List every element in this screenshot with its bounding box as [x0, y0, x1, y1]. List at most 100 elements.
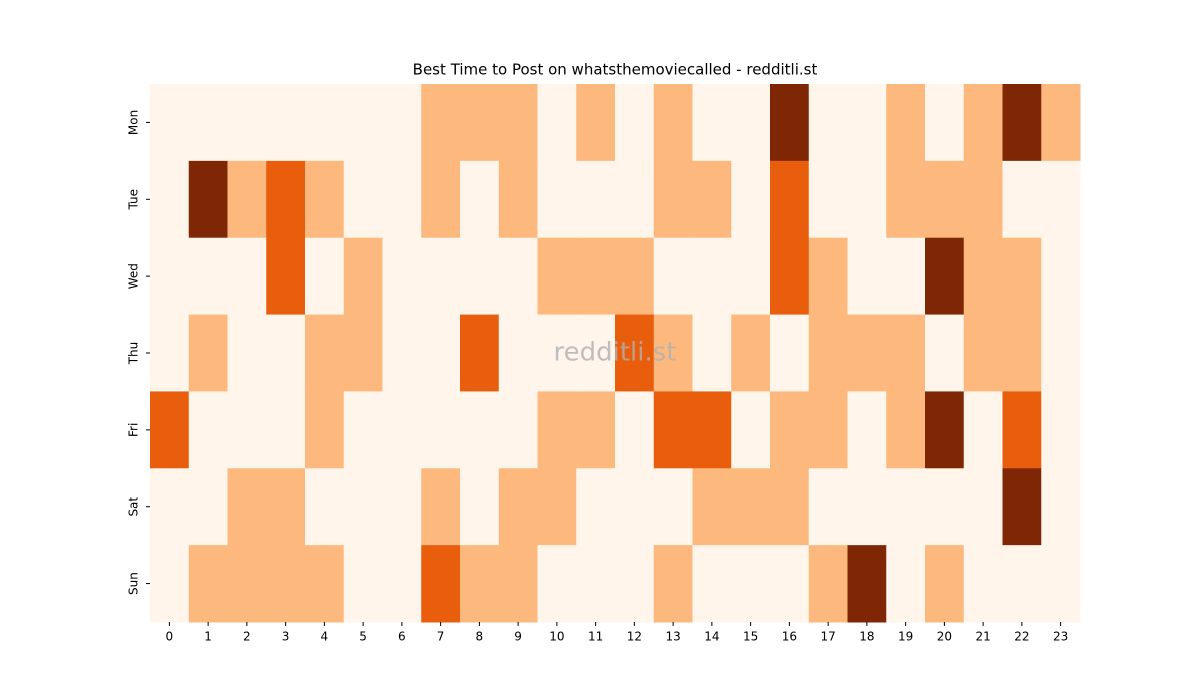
heat-cell: [382, 391, 422, 469]
heat-cell: [382, 468, 422, 546]
y-tick-label: Thu: [127, 342, 141, 366]
heat-cell: [808, 314, 848, 392]
heat-cell: [227, 391, 267, 469]
heat-cell: [305, 237, 345, 316]
heat-cell: [886, 160, 926, 239]
x-tick-label: 0: [166, 630, 174, 644]
heat-cell: [1041, 160, 1081, 239]
heat-cell: [498, 314, 538, 392]
heat-cell: [886, 391, 926, 469]
x-tick-label: 17: [820, 630, 835, 644]
heat-cell: [498, 160, 538, 239]
heat-cell: [770, 160, 810, 239]
heat-cell: [808, 160, 848, 239]
heat-cell: [266, 84, 306, 162]
heat-cell: [150, 160, 190, 239]
heat-cell: [460, 391, 500, 469]
heat-cell: [1002, 84, 1042, 162]
y-tick-label: Mon: [127, 110, 141, 135]
heat-cell: [653, 545, 693, 623]
heat-cell: [731, 545, 771, 623]
x-tick-label: 20: [937, 630, 952, 644]
heat-cell: [498, 237, 538, 316]
y-tick-label: Sat: [127, 497, 141, 517]
heat-cell: [1041, 468, 1081, 546]
heat-cell: [188, 237, 228, 316]
x-tick-label: 15: [743, 630, 758, 644]
heat-cell: [227, 468, 267, 546]
heat-cell: [692, 314, 732, 392]
x-tick-label: 16: [782, 630, 797, 644]
heat-cell: [266, 314, 306, 392]
heat-cell: [653, 314, 693, 392]
heat-cell: [460, 160, 500, 239]
x-tick-label: 12: [627, 630, 642, 644]
heat-cell: [537, 160, 577, 239]
heat-cell: [925, 314, 965, 392]
heat-cell: [266, 160, 306, 239]
heat-cell: [421, 468, 461, 546]
heat-cell: [266, 391, 306, 469]
x-tick-label: 3: [282, 630, 290, 644]
heat-cell: [498, 391, 538, 469]
heat-cell: [925, 84, 965, 162]
y-tick-label: Fri: [127, 423, 141, 437]
heat-cell: [1041, 237, 1081, 316]
heat-cell: [653, 468, 693, 546]
heat-cell: [615, 468, 655, 546]
heat-cell: [460, 545, 500, 623]
heat-cell: [770, 468, 810, 546]
heat-cell: [963, 160, 1003, 239]
heat-cell: [1002, 160, 1042, 239]
heat-cell: [421, 545, 461, 623]
heat-cell: [653, 237, 693, 316]
heat-cell: [382, 314, 422, 392]
heat-cell: [731, 468, 771, 546]
heat-cell: [421, 391, 461, 469]
heat-cell: [1002, 391, 1042, 469]
x-tick-label: 5: [359, 630, 367, 644]
heat-cell: [847, 160, 887, 239]
heat-cell: [925, 237, 965, 316]
heat-cell: [305, 468, 345, 546]
x-tick-label: 4: [321, 630, 329, 644]
heat-cell: [537, 391, 577, 469]
heat-cell: [963, 391, 1003, 469]
heat-cell: [653, 84, 693, 162]
heat-cell: [188, 468, 228, 546]
heat-cell: [576, 391, 616, 469]
heat-cell: [305, 545, 345, 623]
heat-cell: [615, 545, 655, 623]
heat-cell: [653, 391, 693, 469]
heat-cell: [498, 545, 538, 623]
heat-cell: [421, 160, 461, 239]
heat-cell: [615, 160, 655, 239]
heat-cell: [847, 545, 887, 623]
heat-cell: [925, 545, 965, 623]
heat-cell: [188, 545, 228, 623]
heat-cell: [847, 237, 887, 316]
heat-cell: [150, 314, 190, 392]
heat-cell: [382, 237, 422, 316]
heat-cell: [692, 391, 732, 469]
x-tick-label: 13: [665, 630, 680, 644]
heat-cell: [886, 545, 926, 623]
heat-cell: [150, 237, 190, 316]
heat-cell: [188, 391, 228, 469]
heat-cell: [731, 314, 771, 392]
heat-cell: [188, 314, 228, 392]
heat-cell: [731, 84, 771, 162]
heat-cell: [576, 468, 616, 546]
heat-cell: [847, 314, 887, 392]
chart-title: Best Time to Post on whatsthemoviecalled…: [413, 61, 818, 79]
watermark: redditli.st: [554, 338, 677, 368]
heat-cell: [421, 237, 461, 316]
heat-cell: [460, 84, 500, 162]
heat-cell: [1041, 314, 1081, 392]
heat-cell: [963, 545, 1003, 623]
heat-cell: [305, 314, 345, 392]
x-tick-label: 2: [243, 630, 251, 644]
heat-cell: [1041, 391, 1081, 469]
heat-cell: [266, 468, 306, 546]
